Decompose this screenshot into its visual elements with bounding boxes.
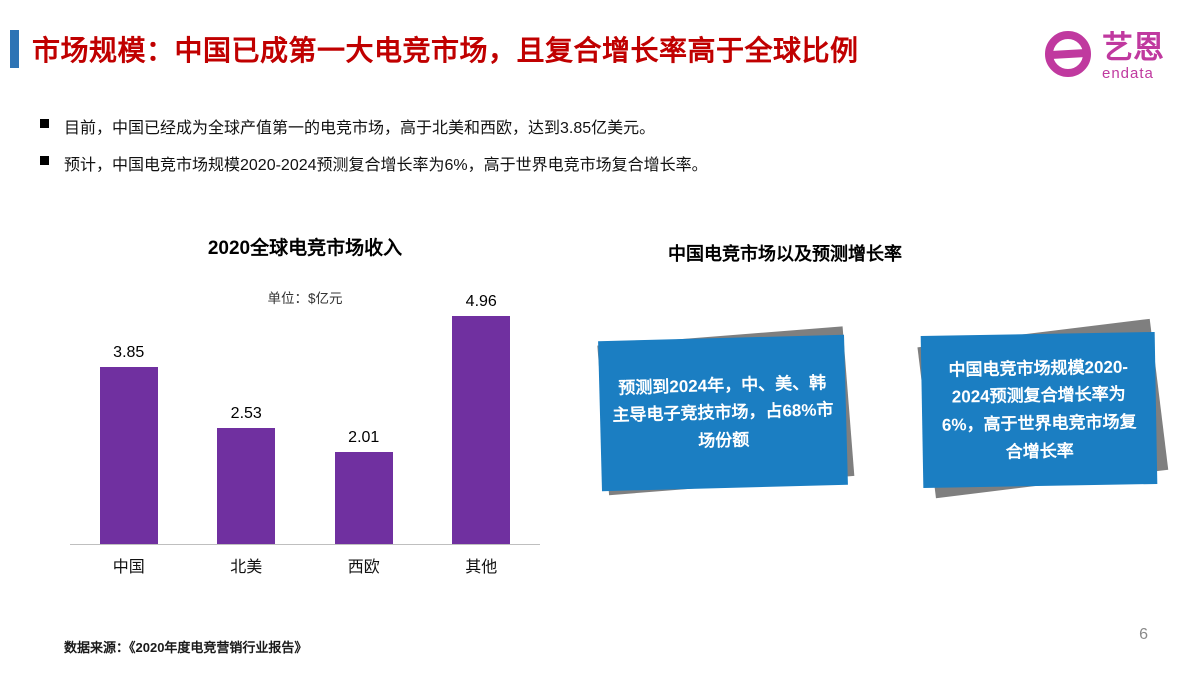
category-label: 北美 <box>230 559 263 576</box>
logo-name-cn: 艺恩 <box>1102 30 1164 65</box>
chart-title: 2020全球电竞市场收入 <box>207 238 403 259</box>
endata-logo-icon <box>1041 27 1095 86</box>
chart-unit-label: 单位：$亿元 <box>267 291 343 306</box>
callout-card: 预测到2024年，中、美、韩主导电子竞技市场，占68%市场份额 <box>597 326 855 496</box>
bullet-square-icon <box>40 119 49 128</box>
logo-name-en: endata <box>1102 65 1154 82</box>
bullet-list: 目前，中国已经成为全球产值第一的电竞市场，高于北美和西欧，达到3.85亿美元。 … <box>40 114 708 188</box>
bar-value-label: 3.85 <box>113 344 145 361</box>
logo-text: 艺恩 endata <box>1102 32 1164 81</box>
bar-value-label: 2.53 <box>230 405 262 422</box>
bar-value-label: 2.01 <box>348 429 380 446</box>
bar-column: 4.96 <box>452 293 511 544</box>
bar <box>99 367 158 544</box>
bullet-text: 目前，中国已经成为全球产值第一的电竞市场，高于北美和西欧，达到3.85亿美元。 <box>64 120 656 137</box>
callout-card-text: 预测到2024年，中、美、韩主导电子竞技市场，占68%市场份额 <box>598 334 848 492</box>
bar-chart: 3.85 2.53 2.01 4.96 <box>70 252 540 545</box>
page-number: 6 <box>1139 626 1148 643</box>
bar-chart-categories: 中国 北美 西欧 其他 <box>70 553 540 577</box>
category-label: 中国 <box>112 559 145 576</box>
bullet-square-icon <box>40 156 49 165</box>
bullet-item: 预计，中国电竞市场规模2020-2024预测复合增长率为6%，高于世界电竞市场复… <box>40 151 708 175</box>
data-source-note: 数据来源：《2020年度电竞营销行业报告》 <box>64 640 308 655</box>
endata-logo: 艺恩 endata <box>1041 27 1164 86</box>
bar-column: 2.01 <box>334 429 393 544</box>
bar-column: 2.53 <box>217 405 276 544</box>
callout-card-text: 中国电竞市场规模2020-2024预测复合增长率为6%，高于世界电竞市场复合增长… <box>920 331 1158 489</box>
bullet-item: 目前，中国已经成为全球产值第一的电竞市场，高于北美和西欧，达到3.85亿美元。 <box>40 114 708 138</box>
page-title: 市场规模：中国已成第一大电竞市场，且复合增长率高于全球比例 <box>32 35 859 66</box>
bar <box>334 452 393 544</box>
callout-card: 中国电竞市场规模2020-2024预测复合增长率为6%，高于世界电竞市场复合增长… <box>917 318 1169 499</box>
bar-column: 3.85 <box>99 344 158 544</box>
category-label: 西欧 <box>347 559 380 576</box>
bar <box>452 316 511 544</box>
bar <box>217 428 276 544</box>
category-label: 其他 <box>465 559 498 576</box>
bullet-text: 预计，中国电竞市场规模2020-2024预测复合增长率为6%，高于世界电竞市场复… <box>64 157 708 174</box>
title-accent-bar <box>10 30 19 68</box>
right-panel-title: 中国电竞市场以及预测增长率 <box>668 244 902 264</box>
bar-value-label: 4.96 <box>465 293 497 310</box>
